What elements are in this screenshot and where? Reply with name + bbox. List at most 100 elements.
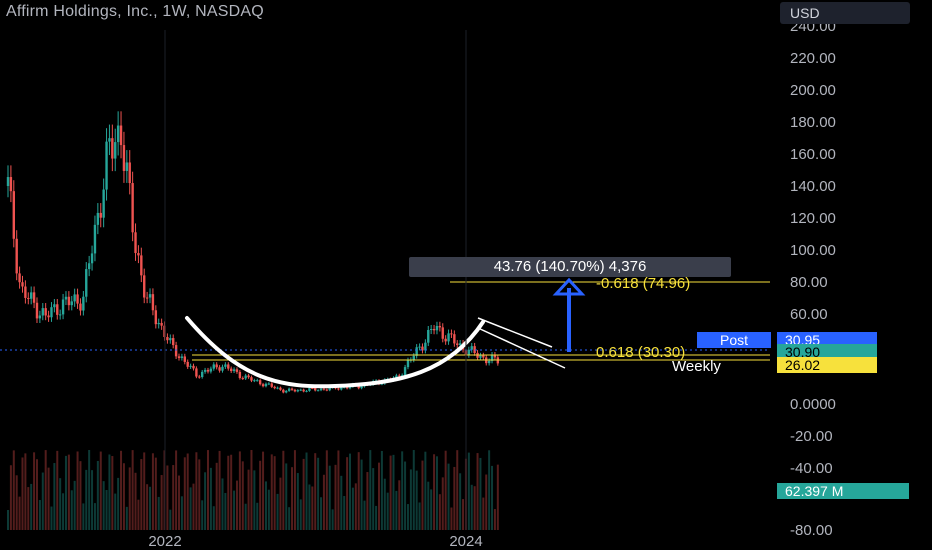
volume-bar — [360, 459, 363, 530]
y-tick-label: 220.00 — [790, 50, 836, 67]
candle-body — [250, 377, 253, 381]
volume-bar — [459, 473, 462, 530]
volume-bar — [178, 475, 181, 530]
volume-bar — [24, 453, 27, 530]
candle-body — [166, 337, 169, 341]
volume-bar — [67, 454, 70, 530]
volume-bar — [282, 450, 285, 530]
candle-body — [131, 183, 134, 233]
volume-bar — [357, 452, 360, 530]
candle-body — [287, 388, 291, 391]
candle-body — [189, 365, 192, 367]
currency-selector[interactable]: USD — [780, 2, 910, 24]
candle-body — [458, 343, 462, 346]
candle-body — [337, 388, 340, 390]
candle-body — [93, 224, 97, 254]
candle-body — [264, 383, 268, 387]
volume-bar — [493, 509, 496, 530]
volume-bar — [404, 461, 407, 530]
candle-body — [82, 296, 85, 311]
y-axis[interactable]: 240.00220.00200.00180.00160.00140.00120.… — [790, 18, 836, 539]
candle-body — [244, 375, 247, 379]
candle-body — [473, 346, 476, 353]
candle-body — [148, 294, 152, 298]
volume-bar — [320, 497, 323, 530]
volume-bar — [215, 462, 218, 530]
volume-bar — [328, 465, 331, 530]
candle-body — [105, 141, 108, 190]
candle-body — [418, 346, 421, 348]
volume-bar — [273, 456, 276, 530]
volume-bar — [70, 490, 73, 530]
volume-bar — [453, 466, 456, 530]
candle-body — [403, 367, 407, 376]
candle-body — [412, 355, 415, 360]
candle-body — [9, 177, 13, 192]
volume-bar — [317, 457, 320, 530]
y-tick-label: -80.00 — [790, 522, 833, 539]
candle-body — [47, 315, 50, 318]
volume-bar — [302, 458, 305, 530]
y-tick-label: 180.00 — [790, 114, 836, 131]
candle-body — [270, 383, 273, 387]
candle-body — [273, 386, 276, 389]
volume-bar — [389, 455, 392, 530]
candle-body — [122, 145, 126, 171]
candle-body — [380, 383, 384, 385]
x-axis[interactable]: 2022 2024 — [148, 30, 483, 550]
candle-body — [415, 347, 418, 356]
volume-bar — [186, 453, 189, 530]
candle-body — [487, 360, 491, 364]
candle-body — [308, 387, 311, 391]
volume-bar — [96, 460, 99, 530]
candle-body — [227, 364, 230, 369]
volume-bar — [175, 450, 178, 530]
volume-bar — [93, 503, 96, 530]
volume-bar — [447, 463, 450, 530]
volume-bar — [235, 480, 238, 530]
volume-bar — [56, 450, 59, 530]
interval-label: Weekly — [672, 358, 721, 375]
candle-body — [490, 354, 494, 361]
candle-body — [316, 390, 320, 392]
volume-bar — [44, 450, 47, 530]
volume-bar — [456, 450, 459, 530]
x-tick-label: 2022 — [148, 533, 181, 550]
y-tick-label: -40.00 — [790, 460, 833, 477]
chart-title: Affirm Holdings, Inc., 1W, NASDAQ — [6, 3, 264, 20]
volume-bar — [476, 453, 479, 530]
candle-body — [427, 330, 430, 343]
candle-body — [186, 361, 189, 367]
candle-body — [285, 390, 288, 393]
volume-bar — [73, 480, 76, 530]
candle-body — [108, 138, 111, 142]
candle-body — [12, 191, 15, 239]
candle-body — [470, 346, 473, 350]
volume-bar — [285, 463, 288, 530]
candle-body — [79, 303, 82, 311]
volume-bar — [221, 478, 224, 530]
volume-bar — [27, 487, 30, 530]
volume-bar — [166, 465, 169, 530]
candle-body — [314, 388, 317, 391]
y-tick-label: 0.0000 — [790, 396, 836, 413]
volume-bar — [38, 500, 41, 530]
candle-body — [200, 371, 204, 378]
volume-bar — [479, 457, 482, 530]
volume-bar — [244, 503, 247, 530]
volume-bar — [427, 481, 430, 530]
volume-bar — [149, 486, 152, 530]
volume-bar — [62, 493, 65, 530]
candle-body — [15, 238, 18, 274]
volume-bar — [111, 456, 114, 530]
candle-body — [44, 308, 47, 316]
candle-body — [99, 212, 102, 218]
volume-bar — [230, 454, 233, 530]
volume-bar — [7, 510, 9, 530]
volume-bar — [262, 451, 265, 530]
volume-bar — [224, 492, 227, 530]
volume-bar — [395, 490, 398, 530]
candle-body — [340, 387, 343, 390]
volume-bar — [114, 493, 117, 530]
